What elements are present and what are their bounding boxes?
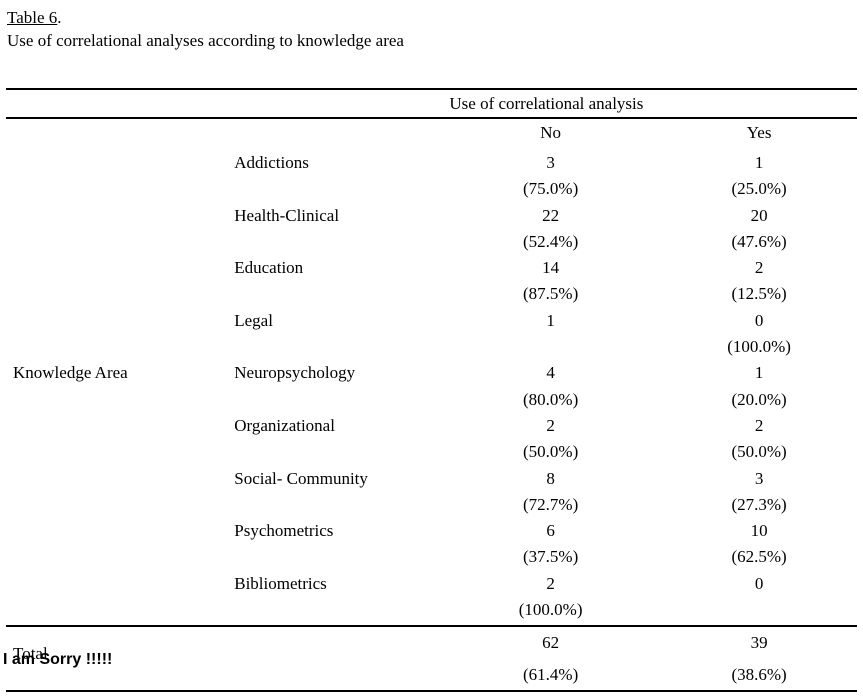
table-row: Social- Community 8 3 (72.7%) (27.3%)	[6, 466, 857, 519]
percent-line: (50.0%) (50.0%)	[6, 439, 857, 465]
table-row: Legal 1 0 (100.0%)	[6, 308, 857, 361]
yes-percent: (50.0%)	[731, 442, 787, 462]
category-label: Addictions	[234, 153, 309, 172]
percent-line: (80.0%) (20.0%)	[6, 387, 857, 413]
no-percent: (87.5%)	[523, 284, 579, 304]
category-label: Education	[234, 258, 304, 278]
yes-percent: (20.0%)	[731, 389, 787, 409]
count-line: Social- Community 8 3	[6, 466, 857, 492]
count-line: Legal 1 0	[6, 308, 857, 334]
column-header-row: No Yes	[6, 117, 857, 146]
spanner-spacer	[6, 90, 236, 117]
table-row: Psychometrics 6 10 (37.5%) (62.5%)	[6, 518, 857, 571]
yes-percent: (100.0%)	[727, 337, 791, 357]
table-number-label: Table 6	[7, 8, 58, 27]
no-count: 14	[542, 258, 560, 278]
category-label: Health-Clinical	[234, 205, 340, 225]
sorry-overlay-text: I am Sorry !!!!!	[3, 651, 113, 668]
percent-line: (100.0%)	[6, 334, 857, 360]
no-count: 2	[546, 573, 555, 593]
total-yes-percent: (38.6%)	[731, 664, 787, 684]
count-line: Psychometrics 6 10	[6, 518, 857, 544]
yes-percent: (12.5%)	[731, 284, 787, 304]
total-no-percent: (61.4%)	[523, 664, 579, 684]
yes-count: 2	[754, 415, 764, 435]
total-label: Total	[13, 644, 48, 663]
yes-count: 3	[754, 468, 764, 488]
no-percent: (50.0%)	[523, 442, 579, 462]
table-row: Addictions 3 1 (75.0%) (25.0%)	[6, 150, 857, 203]
spanner-row: Use of correlational analysis	[6, 88, 857, 117]
percent-line: (100.0%)	[6, 597, 857, 623]
yes-percent: (62.5%)	[731, 547, 787, 567]
no-percent	[440, 334, 661, 360]
category-label: Organizational	[234, 415, 335, 435]
yes-count: 1	[754, 153, 764, 172]
column-header-spacer	[6, 119, 227, 146]
total-count-line: 62 39	[6, 627, 857, 659]
percent-line: (52.4%) (47.6%)	[6, 229, 857, 255]
yes-percent: (25.0%)	[731, 179, 787, 199]
yes-count: 2	[754, 258, 764, 278]
no-count: 2	[546, 415, 555, 435]
column-header-yes: Yes	[746, 123, 772, 142]
total-row: 62 39 (61.4%) (38.6%)	[6, 625, 857, 693]
category-label: Neuropsychology	[234, 363, 356, 383]
no-count: 3	[546, 153, 555, 172]
table-title-block: Table 6. Use of correlational analyses a…	[7, 6, 404, 52]
yes-count: 10	[750, 521, 768, 541]
total-no-count: 62	[542, 633, 560, 653]
category-label: Bibliometrics	[234, 573, 327, 593]
spanner-header: Use of correlational analysis	[449, 94, 644, 113]
yes-percent: (47.6%)	[731, 231, 787, 251]
column-header-no: No	[540, 123, 562, 142]
no-percent: (37.5%)	[523, 547, 579, 567]
no-count: 6	[546, 521, 555, 541]
yes-count: 0	[754, 310, 764, 330]
no-percent: (72.7%)	[523, 494, 579, 514]
count-line: Addictions 3 1	[6, 150, 857, 176]
percent-line: (37.5%) (62.5%)	[6, 544, 857, 570]
total-percent-line: (61.4%) (38.6%)	[6, 659, 857, 691]
yes-count: 1	[754, 363, 764, 383]
table-number-period: .	[57, 8, 62, 27]
yes-percent	[661, 597, 857, 623]
no-count: 4	[546, 363, 555, 383]
table-body: Addictions 3 1 (75.0%) (25.0%) Health-Cl…	[6, 146, 857, 623]
no-percent: (52.4%)	[523, 231, 579, 251]
category-label: Psychometrics	[234, 521, 334, 541]
no-percent: (80.0%)	[523, 389, 579, 409]
category-label: Social- Community	[234, 468, 368, 488]
count-line: Education 14 2	[6, 255, 857, 281]
yes-count: 0	[754, 573, 764, 593]
count-line: Bibliometrics 2 0	[6, 571, 857, 597]
table-row: Education 14 2 (87.5%) (12.5%)	[6, 255, 857, 308]
yes-count: 20	[750, 205, 768, 225]
percent-line: (87.5%) (12.5%)	[6, 281, 857, 307]
count-line: Neuropsychology 4 1	[6, 360, 857, 386]
no-count: 1	[546, 310, 555, 330]
table-row: Bibliometrics 2 0 (100.0%)	[6, 571, 857, 624]
table-row: Organizational 2 2 (50.0%) (50.0%)	[6, 413, 857, 466]
count-line: Organizational 2 2	[6, 413, 857, 439]
table-row: Neuropsychology 4 1 (80.0%) (20.0%)	[6, 360, 857, 413]
no-percent: (75.0%)	[523, 179, 579, 199]
no-count: 8	[546, 468, 555, 488]
no-count: 22	[542, 205, 560, 225]
table-row: Health-Clinical 22 20 (52.4%) (47.6%)	[6, 203, 857, 256]
row-header-knowledge-area: Knowledge Area	[13, 363, 128, 382]
table-number: Table 6.	[7, 6, 404, 30]
table-caption: Use of correlational analyses according …	[7, 31, 404, 50]
yes-percent: (27.3%)	[731, 494, 787, 514]
percent-line: (72.7%) (27.3%)	[6, 492, 857, 518]
total-yes-count: 39	[750, 633, 768, 653]
percent-line: (75.0%) (25.0%)	[6, 176, 857, 202]
no-percent: (100.0%)	[518, 600, 583, 620]
column-header-spacer	[227, 119, 440, 146]
count-line: Health-Clinical 22 20	[6, 203, 857, 229]
category-label: Legal	[234, 310, 273, 330]
data-table: Use of correlational analysis No Yes Add…	[6, 88, 857, 693]
